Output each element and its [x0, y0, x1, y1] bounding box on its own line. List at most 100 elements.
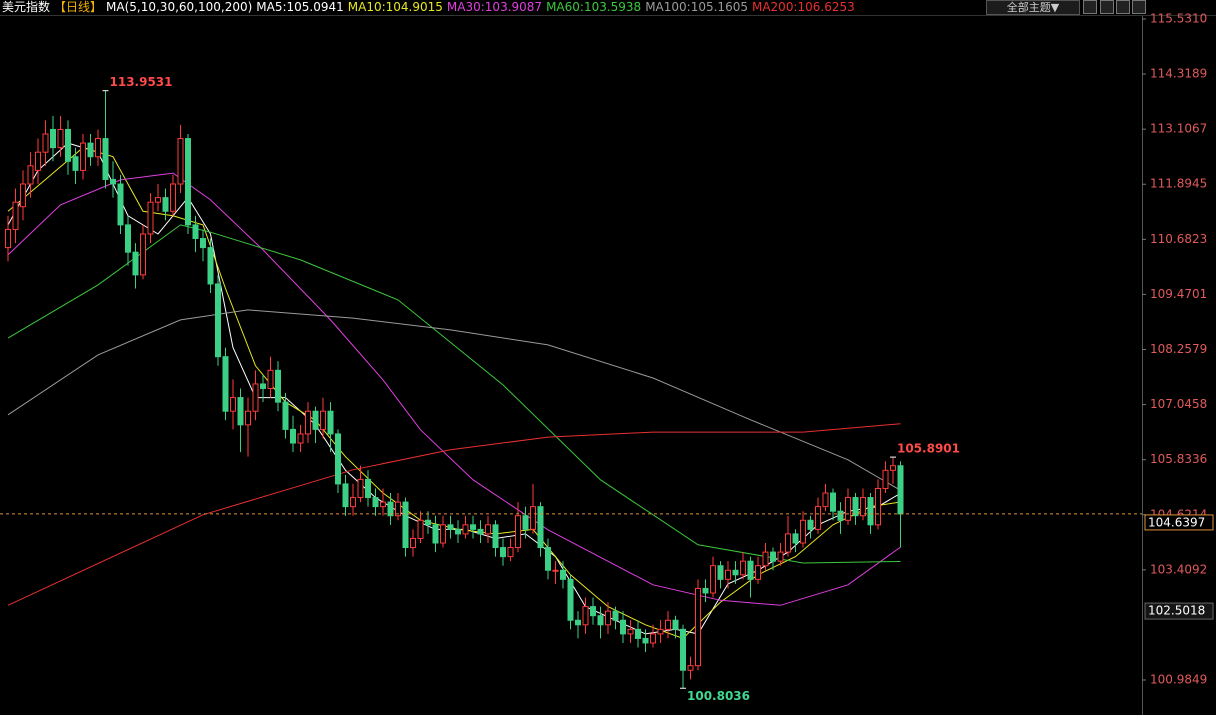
- candle-body: [845, 497, 851, 521]
- candle-body: [882, 469, 889, 489]
- legend-entry: MA200:106.6253: [751, 0, 855, 14]
- candle-body: [770, 551, 776, 562]
- icon-button[interactable]: [1083, 0, 1097, 14]
- candle-body: [170, 183, 176, 212]
- candle-body: [425, 519, 431, 526]
- candle-body: [500, 547, 506, 558]
- candle-body: [485, 524, 491, 535]
- candle-body: [620, 619, 626, 635]
- candle-body: [312, 410, 319, 430]
- candle-body: [245, 410, 251, 426]
- candle-body: [27, 165, 34, 185]
- ma-line: [7, 423, 901, 606]
- legend-entry: MA5:105.0941: [256, 0, 344, 14]
- icon-button[interactable]: [1132, 0, 1146, 14]
- y-tick-label: 107.0458: [1150, 397, 1207, 411]
- candle-body: [807, 519, 814, 530]
- candle-body: [582, 606, 589, 626]
- candle-body: [57, 128, 64, 149]
- candle-body: [200, 238, 206, 249]
- candle-body: [155, 197, 161, 203]
- candle-body: [590, 606, 596, 617]
- candle-body: [192, 224, 199, 240]
- candle-body: [65, 128, 71, 162]
- candle-body: [867, 497, 874, 526]
- candle-body: [275, 369, 281, 403]
- candle-body: [890, 465, 896, 471]
- candle-body: [290, 428, 296, 444]
- candle-body: [605, 610, 611, 626]
- candle-body: [125, 224, 131, 253]
- candle-body: [365, 478, 371, 499]
- icon-button[interactable]: [1100, 0, 1114, 14]
- candle-body: [530, 506, 536, 530]
- candle-body: [350, 497, 356, 508]
- candle-body: [35, 151, 41, 171]
- price-axis: 115.5310 114.3189 113.1067 111.8945 110.6823…: [0, 11, 1214, 703]
- candle-body: [252, 383, 259, 412]
- candle-body: [897, 465, 904, 515]
- candle-body: [477, 528, 484, 535]
- candle-body: [672, 619, 679, 630]
- candle-body: [20, 183, 26, 208]
- candle-body: [80, 142, 86, 171]
- candle-body: [372, 497, 379, 508]
- candle-body: [552, 569, 559, 572]
- price-marker-box: [1144, 602, 1214, 620]
- candle-body: [507, 547, 514, 558]
- candle-body: [612, 610, 619, 621]
- candle-body: [515, 515, 521, 549]
- candle-body: [815, 506, 821, 530]
- candle-body: [830, 492, 836, 512]
- candle-body: [440, 524, 446, 544]
- candle-body: [792, 533, 799, 544]
- candle-body: [417, 519, 424, 539]
- candle-body: [387, 501, 394, 517]
- legend-entry: MA30:103.9087: [446, 0, 543, 14]
- candle-body: [5, 228, 11, 249]
- candle-body: [875, 487, 881, 526]
- candle-body: [305, 410, 311, 435]
- candle-body: [215, 283, 221, 358]
- candle-body: [717, 565, 724, 580]
- candle-body: [657, 628, 664, 635]
- candle-body: [12, 201, 19, 230]
- candle-body: [335, 433, 341, 485]
- candle-body: [522, 515, 529, 530]
- candle-body: [342, 483, 349, 508]
- extreme-label: 113.9531: [110, 75, 173, 89]
- candle-body: [87, 142, 94, 158]
- icon-button[interactable]: [1116, 0, 1130, 14]
- candle-body: [230, 397, 236, 412]
- candle-body: [110, 178, 116, 185]
- candle-body: [755, 565, 761, 580]
- candle-body: [410, 537, 416, 549]
- candle-body: [597, 615, 604, 626]
- y-tick-label: 108.2579: [1150, 342, 1207, 356]
- candle-body: [117, 183, 124, 226]
- candle-body: [455, 528, 461, 535]
- ma-label: MA(5,10,30,60,100,200): [106, 0, 253, 14]
- candle-body: [650, 633, 656, 644]
- candle-body: [470, 524, 476, 530]
- candle-body: [567, 578, 574, 621]
- candle-body: [777, 551, 784, 562]
- candle-body: [185, 138, 191, 226]
- candle-body: [177, 138, 184, 185]
- candle-body: [102, 138, 109, 180]
- candle-body: [695, 587, 701, 667]
- candle-body: [132, 251, 139, 276]
- extreme-label: 105.8901: [897, 442, 960, 456]
- theme-button[interactable]: 全部主题▼: [986, 0, 1080, 15]
- candle-body: [462, 524, 469, 535]
- legend-entry: MA100:105.1605: [645, 0, 748, 14]
- last-price-label: 104.6397: [1148, 515, 1205, 529]
- ma-line: [7, 172, 901, 606]
- candle-body: [785, 533, 791, 553]
- candle-body: [762, 551, 769, 567]
- candle-body: [860, 497, 866, 517]
- candle-body: [687, 665, 694, 671]
- candle-body: [237, 397, 244, 426]
